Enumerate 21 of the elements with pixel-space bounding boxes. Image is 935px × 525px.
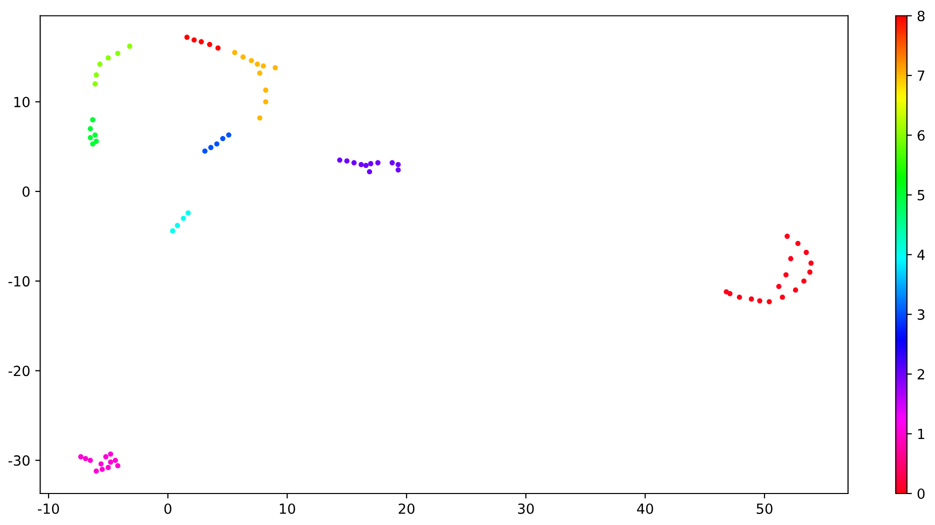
x-tick-label: 20 bbox=[398, 503, 414, 514]
color-bar-label: 1 bbox=[918, 428, 924, 440]
color-bar-label: 4 bbox=[917, 250, 925, 260]
color-bar-label: 5 bbox=[918, 190, 924, 200]
color-bar-label: 0 bbox=[918, 488, 925, 499]
y-tick-label: -20 bbox=[8, 366, 30, 376]
color-bar-label: 3 bbox=[918, 309, 924, 320]
y-tick-label: 10 bbox=[14, 96, 30, 108]
x-tick-label: 30 bbox=[518, 503, 534, 514]
y-tick-label: 0 bbox=[22, 186, 30, 197]
y-tick-label: -30 bbox=[8, 455, 30, 466]
x-tick-label: 50 bbox=[756, 503, 772, 514]
x-tick-label: -10 bbox=[38, 503, 59, 514]
color-bar-label: 2 bbox=[918, 369, 924, 380]
y-tick-label: -10 bbox=[8, 276, 30, 287]
x-tick-label: 10 bbox=[280, 503, 296, 514]
color-bar-label: 8 bbox=[918, 10, 925, 22]
color-bar-label: 7 bbox=[918, 70, 924, 81]
x-tick-label: 0 bbox=[164, 503, 172, 514]
x-tick-label: 40 bbox=[637, 503, 654, 514]
color-bar-label: 6 bbox=[918, 130, 925, 141]
